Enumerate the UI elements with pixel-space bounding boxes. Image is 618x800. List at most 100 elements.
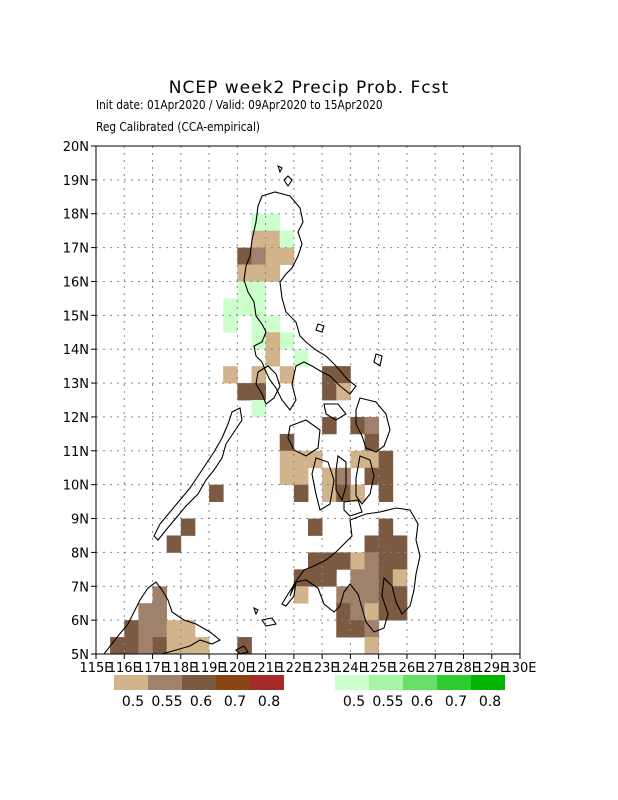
forecast-cell <box>279 450 295 469</box>
forecast-cell <box>251 264 266 282</box>
forecast-cell <box>378 518 394 536</box>
forecast-cell <box>180 518 196 536</box>
lon-tick-label: 126E <box>390 661 423 676</box>
lon-tick-label: 122E <box>277 661 310 676</box>
forecast-cell <box>364 535 380 553</box>
forecast-cell <box>209 484 224 502</box>
forecast-cell <box>392 569 408 587</box>
map-gridlines <box>96 146 520 654</box>
catanduanes-coastline <box>373 353 383 367</box>
forecast-cell <box>237 637 252 655</box>
lon-tick-label: 121E <box>249 661 282 676</box>
forecast-cell <box>110 637 125 655</box>
forecast-cell <box>166 620 182 638</box>
forecast-cell <box>364 467 380 486</box>
forecast-cell <box>279 366 295 384</box>
forecast-cell <box>293 569 309 587</box>
forecast-cell <box>194 637 210 655</box>
forecast-cell <box>138 603 153 621</box>
forecast-cell <box>279 433 295 452</box>
forecast-cell <box>166 535 182 553</box>
forecast-cell <box>322 552 337 570</box>
forecast-cell <box>392 603 408 621</box>
legend-swatch <box>369 675 403 690</box>
forecast-cell <box>138 637 153 655</box>
lon-tick-label: 117E <box>136 661 169 676</box>
lat-tick-label: 7N <box>71 580 89 595</box>
forecast-cell <box>279 230 295 248</box>
forecast-cell <box>293 484 309 502</box>
lon-tick-label: 115E <box>79 661 112 676</box>
legend-above-normal: 0.5 0.55 0.6 0.7 0.8 <box>335 675 505 710</box>
lat-tick-label: 8N <box>71 546 89 561</box>
forecast-cell <box>265 332 281 350</box>
lon-tick-label: 120E <box>221 661 254 676</box>
forecast-cell <box>392 535 408 553</box>
forecast-cell <box>237 298 252 316</box>
forecast-cell <box>378 603 394 621</box>
forecast-cell <box>279 332 295 350</box>
legend-label: 0.55 <box>372 694 403 710</box>
forecast-cell <box>364 416 380 435</box>
mindanao-coastline <box>289 507 421 633</box>
legend-label: 0.5 <box>343 694 365 710</box>
lon-tick-label: 125E <box>362 661 395 676</box>
sulu-islands-coastline <box>235 606 277 655</box>
forecast-cell <box>308 552 323 570</box>
axis-ticks <box>91 145 521 659</box>
forecast-cell <box>364 552 380 570</box>
forecast-cell <box>251 281 266 299</box>
legend-label: 0.7 <box>445 694 467 710</box>
forecast-cell <box>378 484 394 502</box>
forecast-cell <box>336 620 351 638</box>
lon-tick-label: 128E <box>447 661 480 676</box>
forecast-cell <box>308 518 323 536</box>
forecast-cells <box>110 213 408 655</box>
forecast-cell <box>152 620 168 638</box>
luzon-coastline <box>243 191 357 411</box>
forecast-cell <box>350 450 365 469</box>
forecast-cell <box>322 484 337 502</box>
batanes-coastline <box>277 164 293 187</box>
forecast-cell <box>378 569 394 587</box>
lon-tick-label: 124E <box>334 661 367 676</box>
forecast-cell <box>350 569 365 587</box>
lat-tick-label: 11N <box>63 445 89 460</box>
forecast-cell <box>350 586 365 604</box>
subtitle-dates: Init date: 01Apr2020 / Valid: 09Apr2020 … <box>96 98 383 112</box>
forecast-cell <box>378 535 394 553</box>
legend-swatch <box>471 675 505 690</box>
forecast-cell <box>378 467 394 486</box>
lat-tick-label: 6N <box>71 614 89 629</box>
forecast-cell <box>223 366 238 384</box>
borneo-coastline <box>103 581 222 655</box>
legend-swatch <box>148 675 182 690</box>
forecast-cell <box>124 620 139 638</box>
forecast-cell <box>392 586 408 604</box>
forecast-cell <box>350 484 365 502</box>
forecast-cell <box>350 416 365 435</box>
lon-tick-label: 118E <box>164 661 197 676</box>
legend-label: 0.8 <box>258 694 280 710</box>
legend-label: 0.8 <box>479 694 501 710</box>
forecast-cell <box>237 281 252 299</box>
forecast-cell <box>350 552 365 570</box>
forecast-cell <box>336 383 351 401</box>
map-title: NCEP week2 Precip Prob. Fcst <box>168 78 450 98</box>
legend-label: 0.7 <box>224 694 246 710</box>
lon-tick-label: 119E <box>193 661 226 676</box>
forecast-cell <box>265 213 281 232</box>
legend-swatch <box>114 675 148 690</box>
legend-swatch <box>437 675 471 690</box>
forecast-cell <box>392 552 408 570</box>
legend-label: 0.6 <box>190 694 212 710</box>
forecast-cell <box>251 230 266 248</box>
forecast-cell <box>293 586 309 604</box>
lon-tick-label: 129E <box>475 661 508 676</box>
forecast-cell <box>364 450 380 469</box>
forecast-cell <box>322 383 337 401</box>
lon-tick-label: 116E <box>108 661 141 676</box>
forecast-cell <box>322 569 337 587</box>
legend-swatch <box>182 675 216 690</box>
